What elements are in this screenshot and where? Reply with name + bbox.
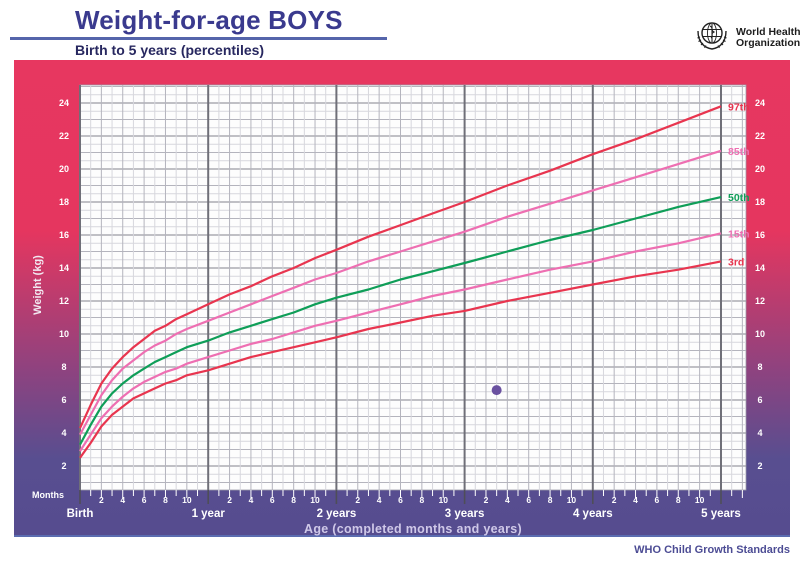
month-tick-label: 6 xyxy=(142,495,147,505)
who-emblem-icon xyxy=(694,17,730,58)
month-tick-label: 4 xyxy=(120,495,125,505)
percentile-curves: 97th 85th 50th 15th 3rd xyxy=(79,101,750,459)
y-tick-label-right: 10 xyxy=(755,329,765,339)
y-tick-label-left: 4 xyxy=(61,428,66,438)
year-tick-label: 1 year xyxy=(192,508,226,520)
year-tick-label: 5 years xyxy=(701,508,741,520)
y-tick-label-left: 22 xyxy=(59,131,69,141)
percentile-curve-50th xyxy=(79,196,722,446)
page-title: Weight-for-age BOYS xyxy=(75,5,343,35)
y-tick-label-right: 14 xyxy=(755,263,765,273)
percentile-curve-97th xyxy=(79,105,722,429)
month-tick-label: 4 xyxy=(505,495,510,505)
title-underline xyxy=(10,37,387,40)
page-subtitle: Birth to 5 years (percentiles) xyxy=(75,42,265,58)
month-tick-label: 2 xyxy=(227,495,232,505)
y-tick-label-right: 8 xyxy=(757,362,762,372)
y-tick-label-right: 20 xyxy=(755,164,765,174)
y-tick-label-left: 18 xyxy=(59,197,69,207)
who-logo-text: World Health Organization xyxy=(736,25,801,49)
percentile-label-15th: 15th xyxy=(728,228,750,240)
plotted-data-point xyxy=(491,385,502,396)
y-tick-label-left: 16 xyxy=(59,230,69,240)
year-tick-label: 4 years xyxy=(573,508,613,520)
month-tick-label: 10 xyxy=(310,495,320,505)
y-tick-label-right: 24 xyxy=(755,98,765,108)
percentile-label-97th: 97th xyxy=(728,101,750,113)
y-tick-label-left: 6 xyxy=(61,395,66,405)
month-tick-label: 10 xyxy=(567,495,577,505)
month-tick-label: 2 xyxy=(99,495,104,505)
y-tick-label-right: 4 xyxy=(757,428,762,438)
y-tick-label-left: 2 xyxy=(61,461,66,471)
percentile-label-3rd: 3rd xyxy=(728,256,744,268)
month-tick-label: 8 xyxy=(163,495,168,505)
y-tick-label-left: 20 xyxy=(59,164,69,174)
x-axis-unit-label: Months xyxy=(32,490,64,500)
month-tick-label: 6 xyxy=(526,495,531,505)
year-tick-label: Birth xyxy=(67,508,94,520)
y-tick-label-left: 10 xyxy=(59,329,69,339)
y-tick-label-right: 18 xyxy=(755,197,765,207)
percentile-curve-85th xyxy=(79,149,722,436)
percentile-curve-3rd xyxy=(79,260,722,459)
percentile-curve-15th xyxy=(79,232,722,452)
month-tick-label: 8 xyxy=(419,495,424,505)
percentile-label-85th: 85th xyxy=(728,146,750,158)
y-tick-label-left: 14 xyxy=(59,263,69,273)
year-tick-label: 3 years xyxy=(445,508,485,520)
month-tick-label: 4 xyxy=(249,495,254,505)
month-tick-label: 2 xyxy=(612,495,617,505)
year-tick-label: 2 years xyxy=(317,508,357,520)
y-axis-title: Weight (kg) xyxy=(32,255,44,315)
month-tick-label: 2 xyxy=(355,495,360,505)
y-tick-label-left: 8 xyxy=(61,362,66,372)
month-tick-label: 6 xyxy=(655,495,660,505)
x-axis: 2 4 6 8 10 2 4 6 8 10 2 4 6 8 10 2 4 6 8 10 2 4 6 8 10 Birth 1 yea… xyxy=(67,490,743,520)
y-tick-label-right: 12 xyxy=(755,296,765,306)
month-tick-label: 8 xyxy=(291,495,296,505)
month-tick-label: 10 xyxy=(182,495,192,505)
month-tick-label: 2 xyxy=(484,495,489,505)
percentile-label-50th: 50th xyxy=(728,192,750,204)
x-axis-title: Age (completed months and years) xyxy=(304,522,522,536)
y-tick-label-right: 6 xyxy=(757,395,762,405)
month-tick-label: 8 xyxy=(676,495,681,505)
who-logo: World Health Organization xyxy=(694,17,801,58)
y-tick-label-right: 22 xyxy=(755,131,765,141)
month-tick-label: 4 xyxy=(377,495,382,505)
y-tick-label-left: 24 xyxy=(59,98,69,108)
y-tick-label-right: 16 xyxy=(755,230,765,240)
who-logo-line1: World Health xyxy=(736,25,801,38)
y-tick-label-right: 2 xyxy=(757,461,762,471)
month-tick-label: 10 xyxy=(438,495,448,505)
month-tick-label: 10 xyxy=(695,495,705,505)
month-tick-label: 8 xyxy=(548,495,553,505)
growth-chart-frame: 97th 85th 50th 15th 3rd 2 4 6 8 10 2 4 6 8 10 2 4 6 8 10 2 4 6… xyxy=(14,60,790,537)
month-tick-label: 4 xyxy=(633,495,638,505)
footer-credit: WHO Child Growth Standards xyxy=(634,544,790,556)
month-tick-label: 6 xyxy=(270,495,275,505)
month-tick-label: 6 xyxy=(398,495,403,505)
y-tick-label-left: 12 xyxy=(59,296,69,306)
who-logo-line2: Organization xyxy=(736,36,801,49)
